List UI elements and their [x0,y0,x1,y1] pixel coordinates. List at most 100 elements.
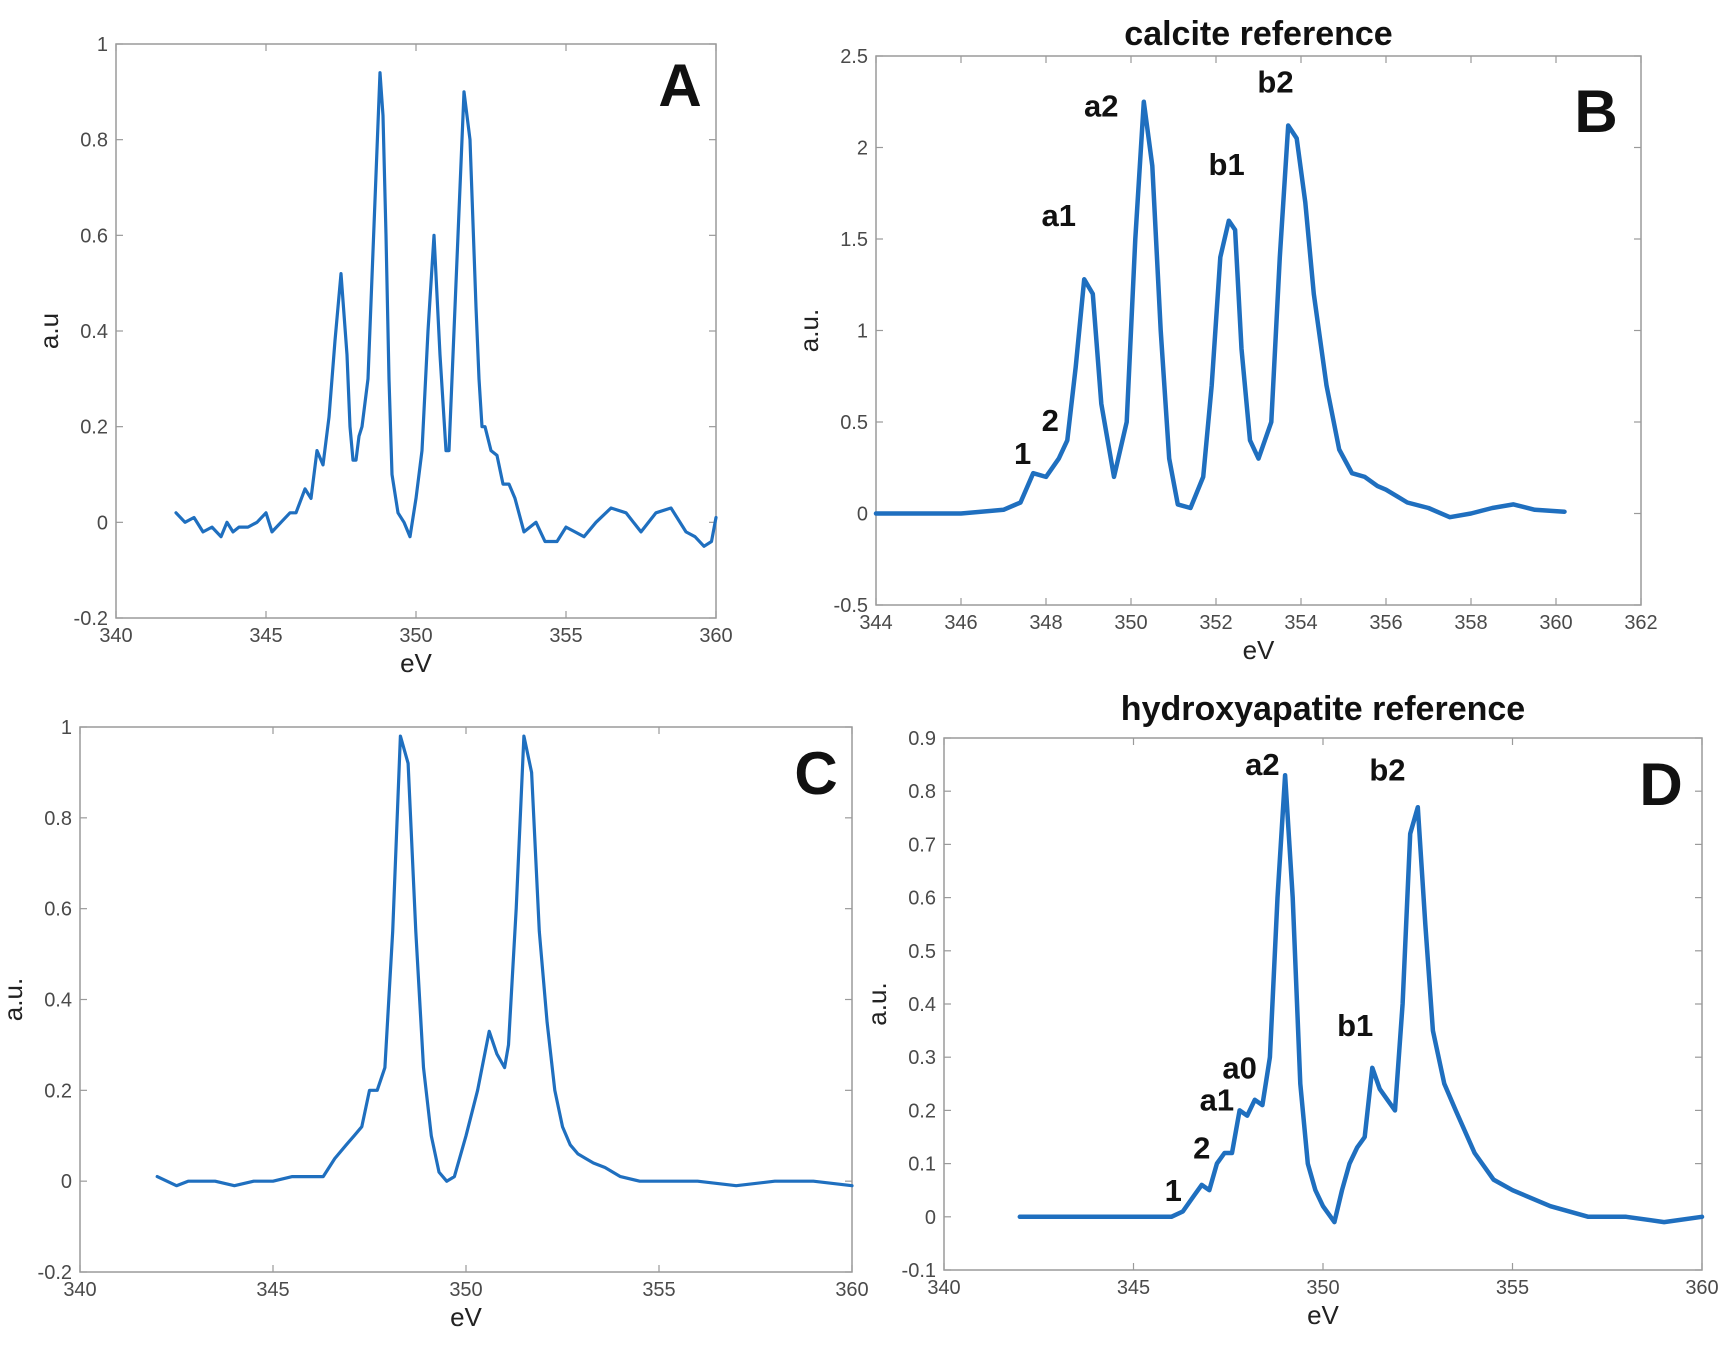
panel-b-x-tick-label: 350 [1114,612,1147,634]
panel-b-x-tick-label: 348 [1029,612,1062,634]
panel-a: 340 345 350 355 360 -0.2 0 0.2 0.4 0.6 0.8 1 eV a.u… [34,34,733,678]
panel-c-y-tick-label: 0 [61,1171,72,1193]
panel-c-y-axis-label: a.u. [0,978,28,1021]
panel-d-x-tick-label: 360 [1685,1277,1718,1299]
panel-a-y-tick-label: 0.2 [80,417,108,439]
panel-a-letter: A [658,52,701,119]
panel-d-x-tick-label: 340 [927,1277,960,1299]
panel-d-y-tick-label: 0.2 [908,1100,936,1122]
panel-b-x-tick-label: 354 [1284,612,1317,634]
panel-a-x-tick-label: 345 [249,625,282,647]
panel-d-y-tick-label: 0.1 [908,1154,936,1176]
panel-b-plot-frame [875,55,1642,606]
panel-d-y-axis-label: a.u. [862,982,892,1025]
panel-a-y-tick-label: 0 [97,512,108,534]
panel-d-peak-label: 1 [1165,1173,1182,1208]
panel-b-y-tick-label: -0.5 [834,595,868,617]
panel-c-x-tick-label: 360 [835,1279,868,1301]
panel-d-plot-frame [943,737,1703,1271]
panel-b-peak-label: b2 [1257,65,1293,100]
panel-d-peak-label: b1 [1337,1008,1373,1043]
panel-c-y-tick-label: -0.2 [38,1262,72,1284]
panel-d-y-tick-label: 0.5 [908,941,936,963]
panel-d-y-tick-label: 0.6 [908,888,936,910]
panel-d-peak-label: a1 [1200,1082,1234,1117]
panel-d-x-axis-label: eV [1307,1300,1339,1330]
panel-d: 340 345 350 355 360 -0.1 0 0.1 0.2 0.3 0.4 0.5 0.6 0.… [862,690,1719,1330]
panel-a-y-tick-label: 0.8 [80,130,108,152]
panel-c-x-tick-label: 350 [449,1279,482,1301]
panel-d-y-tick-label: 0.9 [908,728,936,750]
panel-a-x-tick-label: 350 [399,625,432,647]
panel-a-x-tick-label: 355 [549,625,582,647]
panel-c-y-tick-label: 0.8 [44,808,72,830]
panel-d-peak-label: a2 [1245,747,1279,782]
panel-b-x-tick-label: 356 [1369,612,1402,634]
panel-d-y-tick-label: 0 [925,1207,936,1229]
panel-a-spectrum-line [174,71,718,548]
panel-c-y-tick-label: 0.2 [44,1080,72,1102]
panel-c-letter: C [794,740,837,807]
panel-b-x-tick-label: 344 [859,612,892,634]
panel-d-x-tick-label: 350 [1306,1277,1339,1299]
panel-b-ticks: 344 346 348 350 352 354 356 358 360 362-0.500.511… [834,46,1658,634]
panel-b-annotations: 12 a1 a2 b1 b2 [1014,65,1294,471]
panel-b-peak-label: a2 [1084,88,1118,123]
panel-d-y-tick-label: 0.7 [908,834,936,856]
panel-b-y-tick-label: 1 [857,321,868,343]
panel-a-y-tick-label: 0.4 [80,321,108,343]
panel-b-y-tick-label: 0 [857,504,868,526]
panel-d-ticks: 340 345 350 355 360 -0.1 0 0.1 0.2 0.3 0.4 0.5 0.6 0.… [902,728,1719,1299]
panel-b-x-tick-label: 360 [1539,612,1572,634]
panel-b-peak-label: 2 [1042,403,1059,438]
panel-b-x-tick-label: 352 [1199,612,1232,634]
panel-b-x-axis-label: eV [1243,635,1275,665]
panel-b-y-tick-label: 1.5 [840,229,868,251]
panel-d-peak-label: 2 [1193,1130,1210,1165]
panel-b-peak-label: a1 [1042,198,1076,233]
panel-c: 340 345 350 355 360 -0.2 0 0.2 0.4 0.6 0.8 1 eV a.u… [0,717,869,1332]
panel-a-x-axis-label: eV [400,648,432,678]
panel-b-peak-label: 1 [1014,436,1031,471]
panel-c-x-tick-label: 355 [642,1279,675,1301]
panel-d-peak-label: b2 [1369,753,1405,788]
panel-b-x-tick-label: 362 [1624,612,1657,634]
panel-b-x-tick-label: 346 [944,612,977,634]
panel-b-y-axis-label: a.u. [794,309,824,352]
panel-c-x-tick-label: 345 [256,1279,289,1301]
panel-d-x-tick-label: 355 [1496,1277,1529,1299]
panel-d-peak-label: a0 [1222,1050,1256,1085]
panel-c-x-tick-label: 340 [63,1279,96,1301]
panel-c-x-axis-label: eV [450,1302,482,1332]
panel-a-y-tick-label: 0.6 [80,225,108,247]
panel-b-spectrum-line [873,99,1567,520]
panel-d-spectrum-line [1017,772,1705,1225]
panel-c-y-tick-label: 1 [61,717,72,739]
panel-c-y-tick-label: 0.4 [44,990,72,1012]
panel-b-y-tick-label: 2 [857,138,868,160]
panel-a-x-tick-label: 340 [99,625,132,647]
panel-b-x-tick-label: 358 [1454,612,1487,634]
panel-d-title: hydroxyapatite reference [1121,690,1525,728]
panel-b-y-tick-label: 0.5 [840,412,868,434]
panel-a-x-tick-label: 360 [699,625,732,647]
panel-a-y-tick-label: 1 [97,34,108,56]
panel-b: 344 346 348 350 352 354 356 358 360 362-0.500.511… [794,15,1658,665]
panel-a-ticks: 340 345 350 355 360 -0.2 0 0.2 0.4 0.6 0.8 1 [74,34,733,647]
panel-c-y-tick-label: 0.6 [44,899,72,921]
panel-d-y-tick-label: 0.3 [908,1047,936,1069]
panel-b-title: calcite reference [1124,15,1392,53]
panel-a-y-tick-label: -0.2 [74,608,108,630]
panel-b-y-tick-label: 2.5 [840,46,868,68]
panel-d-letter: D [1639,751,1682,818]
panel-d-y-tick-label: 0.8 [908,781,936,803]
panel-b-letter: B [1574,78,1617,145]
panel-b-peak-label: b1 [1209,147,1245,182]
panel-d-x-tick-label: 345 [1117,1277,1150,1299]
panel-c-plot-frame [79,726,853,1273]
panel-d-y-tick-label: -0.1 [902,1260,936,1282]
panel-d-y-tick-label: 0.4 [908,994,936,1016]
panel-c-spectrum-line [155,734,854,1188]
